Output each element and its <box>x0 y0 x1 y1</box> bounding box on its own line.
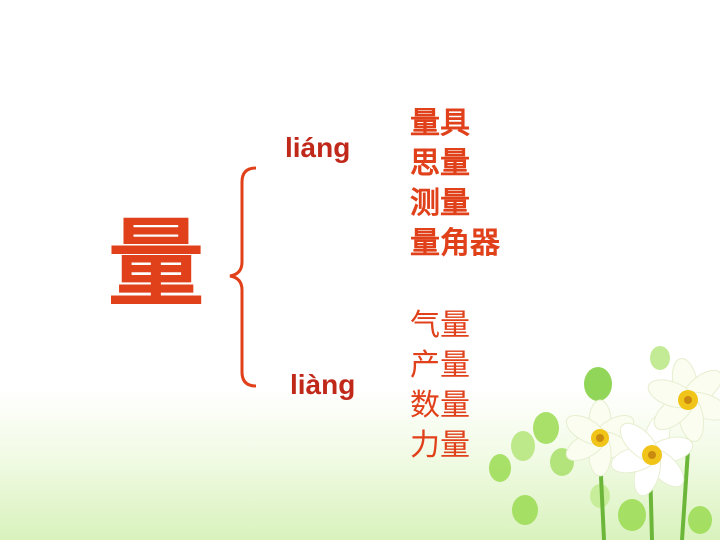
word-item: 量具 <box>410 106 470 141</box>
leaf <box>489 454 511 482</box>
word-item: 测量 <box>410 186 470 221</box>
word-item: 气量 <box>410 308 470 343</box>
leaf <box>512 495 538 525</box>
leaf <box>584 367 612 401</box>
bracket-line <box>229 166 257 388</box>
flower <box>565 399 635 477</box>
word-item: 数量 <box>410 388 470 423</box>
word-item: 力量 <box>410 428 470 463</box>
flower <box>647 358 720 442</box>
pinyin-liang-falling: liàng <box>290 369 356 400</box>
word-item: 产量 <box>410 348 470 383</box>
leaf <box>511 431 535 461</box>
leaf <box>533 412 559 444</box>
word-item: 思量 <box>410 146 470 181</box>
word-item: 量角器 <box>410 226 500 261</box>
pinyin-liang-rising: liáng <box>285 132 351 163</box>
word-list-liang-rising: 量具 思量 测量 量角器 <box>410 104 500 264</box>
main-character: 量 <box>108 207 204 320</box>
word-list-liang-falling: 气量 产量 数量 力量 <box>410 306 470 466</box>
leaf <box>688 506 712 534</box>
leaf <box>618 499 646 531</box>
leaf <box>650 346 670 370</box>
